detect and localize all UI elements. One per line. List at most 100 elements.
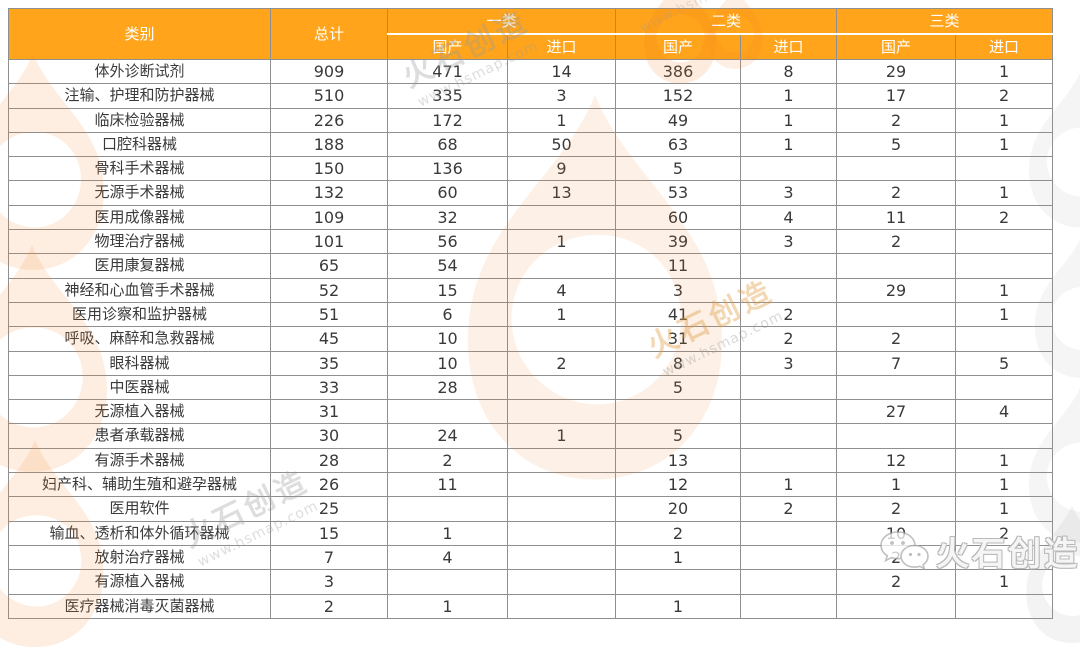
class1-imported-cell — [506, 544, 617, 571]
total-cell: 109 — [270, 204, 388, 231]
class1-imported-cell: 50 — [506, 131, 617, 158]
class3-imported-cell: 2 — [955, 83, 1054, 109]
category-cell: 中医器械 — [8, 374, 271, 401]
class1-imported-cell: 9 — [506, 156, 617, 182]
class1-domestic-cell: 60 — [387, 180, 508, 206]
class3-domestic-cell: 27 — [836, 399, 957, 425]
category-cell: 医用诊察和监护器械 — [8, 301, 271, 328]
class2-domestic-cell: 13 — [615, 447, 742, 474]
class1-domestic-cell: 4 — [387, 544, 508, 571]
total-cell: 28 — [270, 447, 388, 474]
class1-imported-cell — [506, 399, 617, 425]
total-cell: 15 — [270, 520, 388, 546]
category-cell: 有源手术器械 — [8, 447, 271, 474]
category-cell: 输血、透析和体外循环器械 — [8, 520, 271, 546]
class1-imported-cell: 13 — [506, 180, 617, 206]
class3-imported-cell: 2 — [955, 204, 1054, 231]
total-cell: 31 — [270, 399, 388, 425]
table-row: 妇产科、辅助生殖和避孕器械 26 11 12 1 1 1 — [8, 472, 1054, 498]
class1-domestic-cell: 54 — [387, 253, 508, 279]
table-row: 注输、护理和防护器械 510 335 3 152 1 17 2 — [8, 83, 1054, 109]
class3-imported-cell — [955, 253, 1054, 279]
category-cell: 注输、护理和防护器械 — [8, 83, 271, 109]
class2-domestic-cell: 41 — [615, 301, 742, 328]
table-row: 输血、透析和体外循环器械 15 1 2 10 2 — [8, 520, 1054, 546]
total-cell: 51 — [270, 301, 388, 328]
total-cell: 101 — [270, 229, 388, 255]
class1-imported-cell — [506, 326, 617, 352]
class2-imported-cell — [740, 156, 838, 182]
class3-imported-cell — [955, 593, 1054, 619]
class2-domestic-cell: 11 — [615, 253, 742, 279]
class2-domestic-cell: 31 — [615, 326, 742, 352]
class2-imported-cell — [740, 277, 838, 303]
class2-imported-cell — [740, 569, 838, 595]
class3-domestic-cell: 12 — [836, 447, 957, 474]
table-row: 放射治疗器械 7 4 1 2 — [8, 544, 1054, 571]
class1-domestic-cell: 11 — [387, 472, 508, 498]
table-row: 临床检验器械 226 172 1 49 1 2 1 — [8, 107, 1054, 133]
total-cell: 7 — [270, 544, 388, 571]
class1-domestic-cell: 10 — [387, 326, 508, 352]
category-cell: 临床检验器械 — [8, 107, 271, 133]
class1-domestic-cell: 1 — [387, 593, 508, 619]
class3-imported-cell — [955, 423, 1054, 449]
class3-imported-cell: 1 — [955, 277, 1054, 303]
class3-domestic-cell: 2 — [836, 326, 957, 352]
class2-domestic-cell: 20 — [615, 496, 742, 522]
category-cell: 神经和心血管手术器械 — [8, 277, 271, 303]
class3-domestic-cell — [836, 374, 957, 401]
category-cell: 有源植入器械 — [8, 569, 271, 595]
class2-imported-cell — [740, 374, 838, 401]
class1-imported-cell — [506, 447, 617, 474]
table-row: 无源植入器械 31 27 4 — [8, 399, 1054, 425]
class2-imported-cell — [740, 253, 838, 279]
total-cell: 2 — [270, 593, 388, 619]
category-cell: 医用软件 — [8, 496, 271, 522]
category-cell: 体外诊断试剂 — [8, 58, 271, 85]
class1-domestic-cell: 32 — [387, 204, 508, 231]
table-row: 医用软件 25 20 2 2 1 — [8, 496, 1054, 522]
category-cell: 无源植入器械 — [8, 399, 271, 425]
table-row: 患者承载器械 30 24 1 5 — [8, 423, 1054, 449]
class2-domestic-cell: 12 — [615, 472, 742, 498]
header-class1-imported: 进口 — [506, 33, 617, 60]
class3-imported-cell — [955, 229, 1054, 255]
category-cell: 放射治疗器械 — [8, 544, 271, 571]
category-cell: 医疗器械消毒灭菌器械 — [8, 593, 271, 619]
header-total: 总计 — [270, 8, 388, 60]
table-row: 有源植入器械 3 2 1 — [8, 569, 1054, 595]
class3-domestic-cell — [836, 423, 957, 449]
class1-imported-cell: 1 — [506, 301, 617, 328]
class3-imported-cell — [955, 156, 1054, 182]
table-row: 神经和心血管手术器械 52 15 4 3 29 1 — [8, 277, 1054, 303]
class3-domestic-cell: 11 — [836, 204, 957, 231]
class2-imported-cell: 2 — [740, 326, 838, 352]
total-cell: 132 — [270, 180, 388, 206]
header-class1-domestic: 国产 — [387, 33, 508, 60]
class1-imported-cell: 14 — [506, 58, 617, 85]
class1-domestic-cell: 6 — [387, 301, 508, 328]
total-cell: 226 — [270, 107, 388, 133]
class1-imported-cell — [506, 374, 617, 401]
class1-domestic-cell: 56 — [387, 229, 508, 255]
header-class1: 一类 — [386, 8, 617, 35]
category-cell: 医用康复器械 — [8, 253, 271, 279]
class1-domestic-cell: 1 — [387, 520, 508, 546]
device-category-table: 类别 总计 一类 二类 三类 国产 进口 国产 进口 国产 进口 体外诊断试剂 … — [8, 8, 1054, 619]
class1-domestic-cell: 68 — [387, 131, 508, 158]
header-class3-domestic: 国产 — [836, 33, 957, 60]
class2-imported-cell: 1 — [740, 83, 838, 109]
table-body: 体外诊断试剂 909 471 14 386 8 29 1 注输、护理和防护器械 … — [8, 58, 1054, 619]
class1-domestic-cell — [387, 496, 508, 522]
class1-imported-cell: 4 — [506, 277, 617, 303]
total-cell: 52 — [270, 277, 388, 303]
category-cell: 骨科手术器械 — [8, 156, 271, 182]
class1-imported-cell — [506, 472, 617, 498]
class2-imported-cell: 1 — [740, 107, 838, 133]
class2-domestic-cell — [615, 399, 742, 425]
category-cell: 患者承载器械 — [8, 423, 271, 449]
class2-domestic-cell: 5 — [615, 423, 742, 449]
total-cell: 45 — [270, 326, 388, 352]
total-cell: 65 — [270, 253, 388, 279]
